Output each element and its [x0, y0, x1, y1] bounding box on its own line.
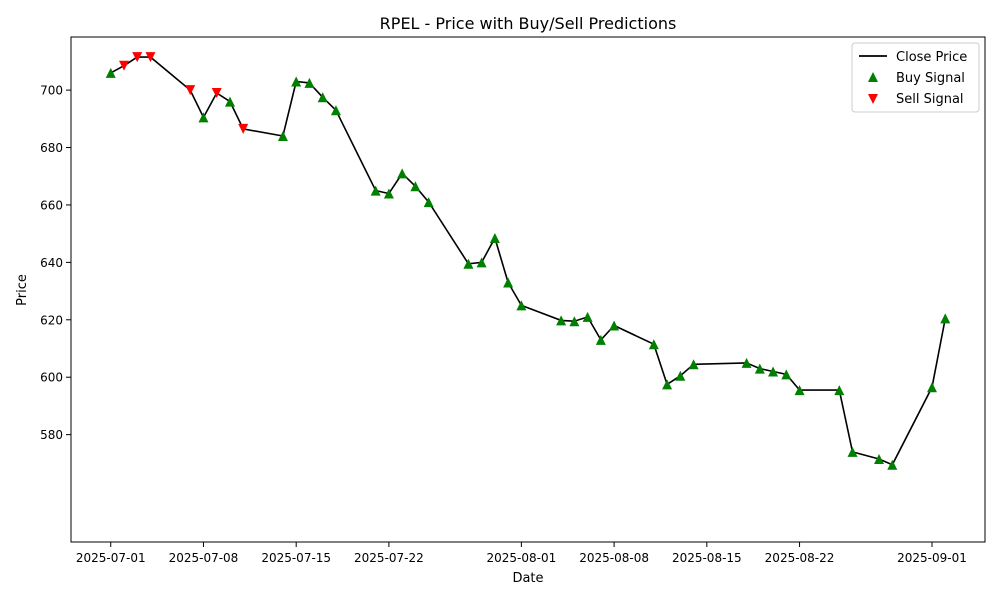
y-tick-label: 640 — [40, 256, 63, 270]
legend-label-sell: Sell Signal — [896, 92, 964, 107]
buy-signal-marker — [291, 76, 302, 87]
buy-signal-marker — [887, 459, 898, 470]
buy-signal-marker — [423, 197, 434, 208]
buy-signal-marker — [277, 131, 288, 142]
buy-signal-marker — [741, 357, 752, 368]
buy-signal-marker — [754, 363, 765, 374]
buy-signal-marker — [304, 77, 315, 88]
y-tick-label: 620 — [40, 313, 63, 327]
x-tick-label: 2025-07-01 — [76, 551, 146, 565]
buy-signal-marker — [330, 105, 341, 116]
plot-frame — [70, 36, 986, 543]
x-axis-ticks: 2025-07-01 2025-07-08 2025-07-15 2025-07-22… — [76, 542, 967, 565]
buy-signal-marker — [940, 313, 951, 324]
buy-signal-marker — [927, 382, 938, 393]
buy-signal-marker — [595, 334, 606, 345]
legend-buy-swatch — [868, 72, 878, 82]
buy-signal-marker — [198, 112, 209, 123]
legend-label-close: Close Price — [896, 50, 967, 65]
buy-signal-marker — [648, 339, 659, 350]
x-tick-label: 2025-08-15 — [672, 551, 742, 565]
buy-signal-marker — [874, 454, 885, 465]
buy-signal-marker — [675, 370, 686, 381]
sell-signal-marker — [118, 60, 129, 71]
chart-title: RPEL - Price with Buy/Sell Predictions — [380, 14, 677, 33]
buy-signal-marker — [503, 277, 514, 288]
y-tick-label: 600 — [40, 371, 63, 385]
buy-signal-marker — [847, 446, 858, 457]
x-tick-label: 2025-08-08 — [579, 551, 649, 565]
buy-signal-marker — [794, 385, 805, 396]
legend-label-buy: Buy Signal — [896, 71, 965, 86]
buy-signal-marker — [397, 168, 408, 179]
x-axis-label: Date — [512, 571, 543, 586]
plot-area — [71, 37, 985, 542]
buy-signal-marker — [516, 300, 527, 311]
buy-signal-marker — [556, 315, 567, 326]
y-tick-label: 680 — [40, 141, 63, 155]
sell-signal-marker — [145, 52, 156, 63]
buy-signal-marker — [476, 257, 487, 268]
legend: Close Price Buy Signal Sell Signal — [851, 42, 980, 113]
legend-box — [851, 42, 980, 113]
buy-signal-marker — [224, 96, 235, 107]
buy-signal-marker — [768, 366, 779, 377]
buy-signal-marker — [317, 92, 328, 103]
buy-signal-marker — [463, 258, 474, 269]
y-axis-label: Price — [15, 274, 30, 306]
x-tick-label: 2025-08-01 — [487, 551, 557, 565]
buy-signal-marker — [410, 181, 421, 192]
buy-signal-marker — [834, 385, 845, 396]
sell-signal-marker — [132, 52, 143, 63]
buy-signal-marker — [609, 320, 620, 331]
x-tick-label: 2025-08-22 — [765, 551, 835, 565]
x-tick-label: 2025-07-15 — [261, 551, 331, 565]
buy-signal-marker — [370, 185, 381, 196]
buy-signal-marker — [582, 311, 593, 322]
sell-signal-marker — [211, 87, 222, 98]
buy-signal-marker — [662, 379, 673, 390]
buy-signal-marker — [383, 188, 394, 199]
legend-sell-swatch — [868, 94, 878, 104]
buy-signal-marker — [781, 369, 792, 380]
sell-signal-marker — [238, 123, 249, 134]
y-tick-label: 700 — [40, 84, 63, 98]
buy-signal-marker — [105, 67, 116, 78]
sell-signal-marker — [185, 85, 196, 96]
buy-signal-marker — [569, 316, 580, 327]
x-tick-label: 2025-09-01 — [897, 551, 967, 565]
y-tick-label: 660 — [40, 198, 63, 212]
y-axis-ticks: 580 600 620 640 660 680 700 — [40, 84, 71, 442]
buy-signal-marker — [489, 232, 500, 243]
signal-markers — [105, 52, 951, 470]
y-tick-label: 580 — [40, 428, 63, 442]
x-tick-label: 2025-07-22 — [354, 551, 424, 565]
x-tick-label: 2025-07-08 — [169, 551, 239, 565]
buy-signal-marker — [688, 359, 699, 370]
